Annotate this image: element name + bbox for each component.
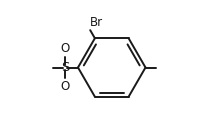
Text: Br: Br xyxy=(90,16,103,29)
Text: S: S xyxy=(61,61,69,74)
Text: O: O xyxy=(60,42,69,55)
Text: O: O xyxy=(60,80,69,93)
